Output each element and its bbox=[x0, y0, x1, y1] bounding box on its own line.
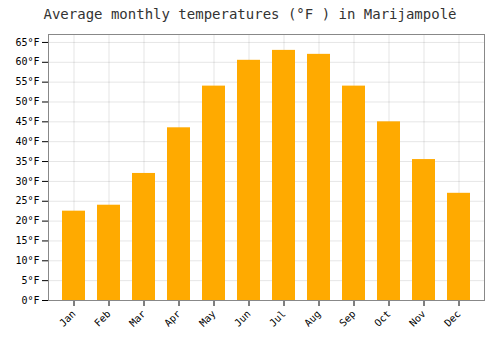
svg-text:Aug: Aug bbox=[302, 308, 323, 329]
svg-text:30°F: 30°F bbox=[15, 176, 39, 187]
svg-text:Jun: Jun bbox=[232, 308, 253, 329]
svg-text:Nov: Nov bbox=[407, 308, 428, 329]
svg-text:45°F: 45°F bbox=[15, 116, 39, 127]
svg-text:20°F: 20°F bbox=[15, 215, 39, 226]
svg-text:35°F: 35°F bbox=[15, 156, 39, 167]
svg-text:Sep: Sep bbox=[337, 308, 358, 329]
svg-text:Jan: Jan bbox=[57, 308, 78, 329]
svg-text:Dec: Dec bbox=[442, 308, 463, 329]
svg-text:0°F: 0°F bbox=[21, 295, 39, 306]
svg-text:Mar: Mar bbox=[127, 308, 148, 329]
svg-text:Jul: Jul bbox=[267, 308, 288, 329]
svg-text:5°F: 5°F bbox=[21, 275, 39, 286]
svg-text:May: May bbox=[197, 308, 218, 329]
svg-text:10°F: 10°F bbox=[15, 255, 39, 266]
html-text:Average monthly temperatures (: Average monthly temperatures (°F ) in Ma… bbox=[43, 6, 457, 22]
svg-text:Oct: Oct bbox=[372, 308, 393, 329]
svg-text:Feb: Feb bbox=[92, 308, 113, 329]
svg-text:55°F: 55°F bbox=[15, 76, 39, 87]
svg-text:15°F: 15°F bbox=[15, 235, 39, 246]
svg-text:Apr: Apr bbox=[162, 308, 183, 329]
svg-text:40°F: 40°F bbox=[15, 136, 39, 147]
svg-text:60°F: 60°F bbox=[15, 56, 39, 67]
svg-text:65°F: 65°F bbox=[15, 37, 39, 48]
svg-text:25°F: 25°F bbox=[15, 195, 39, 206]
svg-text:50°F: 50°F bbox=[15, 96, 39, 107]
